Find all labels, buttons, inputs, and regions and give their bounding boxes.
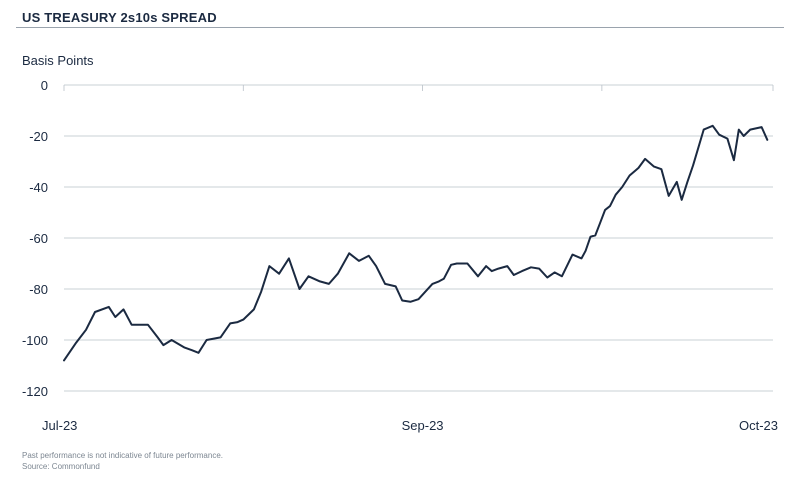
performance-disclaimer: Past performance is not indicative of fu… bbox=[22, 451, 223, 460]
series-line bbox=[63, 124, 769, 362]
y-tick-label: 0 bbox=[41, 78, 48, 93]
y-tick-label: -20 bbox=[29, 129, 48, 144]
x-tick-label: Sep-23 bbox=[402, 418, 444, 433]
x-tick-label: Jul-23 bbox=[42, 418, 77, 433]
y-tick-label: -80 bbox=[29, 282, 48, 297]
y-tick-label: -120 bbox=[22, 384, 48, 399]
chart-title: US TREASURY 2s10s SPREAD bbox=[22, 10, 217, 25]
y-axis-label: Basis Points bbox=[22, 53, 94, 68]
y-tick-label: -60 bbox=[29, 231, 48, 246]
x-tick-label: Oct-23 bbox=[739, 418, 778, 433]
y-tick-label: -100 bbox=[22, 333, 48, 348]
y-tick-label: -40 bbox=[29, 180, 48, 195]
title-divider bbox=[16, 27, 784, 28]
source-note: Source: Commonfund bbox=[22, 462, 100, 471]
